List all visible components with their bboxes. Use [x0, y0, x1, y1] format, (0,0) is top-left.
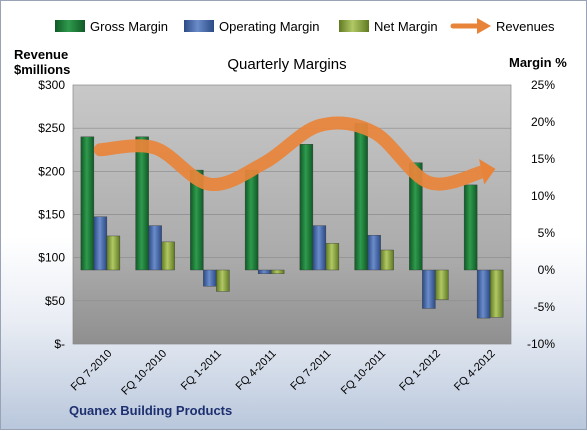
y-left-tick-label: $200: [38, 164, 65, 178]
bar-gross-margin: [245, 170, 258, 270]
bar-operating-margin: [477, 270, 490, 318]
y-right-label: Margin %: [509, 55, 567, 70]
x-tick-label: FQ 10-2010: [119, 348, 169, 398]
footer-company-name: Quanex Building Products: [69, 403, 232, 418]
legend-swatch-gross-margin: [55, 20, 85, 32]
x-tick-label: FQ 7-2010: [69, 348, 115, 394]
legend-label-revenues: Revenues: [496, 19, 555, 34]
bar-operating-margin: [94, 217, 107, 270]
y-right-tick-label: -10%: [527, 337, 555, 351]
bar-net-margin: [107, 236, 120, 270]
y-left-tick-label: $250: [38, 121, 65, 135]
bar-gross-margin: [464, 185, 477, 270]
legend-swatch-operating-margin: [184, 20, 214, 32]
bar-gross-margin: [355, 123, 368, 270]
legend-label-gross-margin: Gross Margin: [90, 19, 168, 34]
bar-net-margin: [381, 250, 394, 270]
legend-swatch-net-margin: [339, 20, 369, 32]
y-right-tick-label: 15%: [531, 152, 555, 166]
bar-net-margin: [326, 243, 339, 270]
y-right-tick-label: 10%: [531, 189, 555, 203]
legend-label-operating-margin: Operating Margin: [219, 19, 319, 34]
y-left-label-line1: Revenue: [14, 47, 68, 62]
legend-swatch-revenues: [453, 18, 491, 34]
y-left-tick-label: $-: [54, 337, 65, 351]
y-left-tick-label: $100: [38, 251, 65, 265]
bar-net-margin: [216, 270, 229, 291]
bar-net-margin: [162, 242, 175, 270]
y-right-tick-label: 20%: [531, 115, 555, 129]
y-left-tick-labels: $- $50 $100 $150 $200 $250 $300: [38, 78, 65, 351]
x-tick-label: FQ 7-2011: [288, 348, 333, 393]
x-tick-label: FQ 4-2012: [452, 348, 498, 394]
legend-label-net-margin: Net Margin: [374, 19, 438, 34]
bar-operating-margin: [368, 235, 381, 270]
bar-operating-margin: [422, 270, 435, 308]
bar-net-margin: [271, 270, 284, 274]
y-right-tick-labels: -10% -5% 0% 5% 10% 15% 20% 25%: [527, 78, 555, 351]
y-right-tick-label: 0%: [538, 263, 556, 277]
x-tick-label: FQ 1-2011: [179, 348, 224, 393]
y-right-tick-label: -5%: [534, 300, 556, 314]
bar-operating-margin: [313, 226, 326, 270]
x-tick-label: FQ 1-2012: [397, 348, 443, 394]
y-left-tick-label: $300: [38, 78, 65, 92]
y-left-label-line2: $millions: [14, 62, 70, 77]
x-tick-label: FQ 10-2011: [339, 348, 388, 397]
bar-operating-margin: [258, 270, 271, 274]
bar-gross-margin: [136, 137, 149, 270]
y-left-tick-label: $50: [45, 294, 65, 308]
bar-operating-margin: [149, 226, 162, 270]
bar-gross-margin: [81, 137, 94, 270]
bar-net-margin: [490, 270, 503, 317]
legend: Gross Margin Operating Margin Net Margin…: [55, 18, 555, 34]
y-left-tick-label: $150: [38, 208, 65, 222]
bar-net-margin: [435, 270, 448, 300]
x-tick-label: FQ 4-2011: [234, 348, 279, 393]
chart-title: Quarterly Margins: [227, 56, 346, 73]
bar-operating-margin: [203, 270, 216, 286]
bar-gross-margin: [300, 144, 313, 270]
y-right-tick-label: 5%: [538, 226, 556, 240]
y-right-tick-label: 25%: [531, 78, 555, 92]
